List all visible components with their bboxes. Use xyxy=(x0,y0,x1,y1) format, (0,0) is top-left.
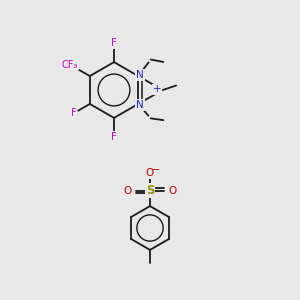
Text: O: O xyxy=(146,168,154,178)
Text: N: N xyxy=(136,100,144,110)
Text: CF₃: CF₃ xyxy=(62,60,78,70)
Text: F: F xyxy=(111,38,117,48)
Text: −: − xyxy=(151,164,160,175)
Text: O: O xyxy=(123,185,131,196)
Text: +: + xyxy=(153,84,162,94)
Text: S: S xyxy=(146,184,154,197)
Text: F: F xyxy=(71,108,76,118)
Text: F: F xyxy=(111,132,117,142)
Text: O: O xyxy=(169,185,177,196)
Text: N: N xyxy=(136,70,144,80)
